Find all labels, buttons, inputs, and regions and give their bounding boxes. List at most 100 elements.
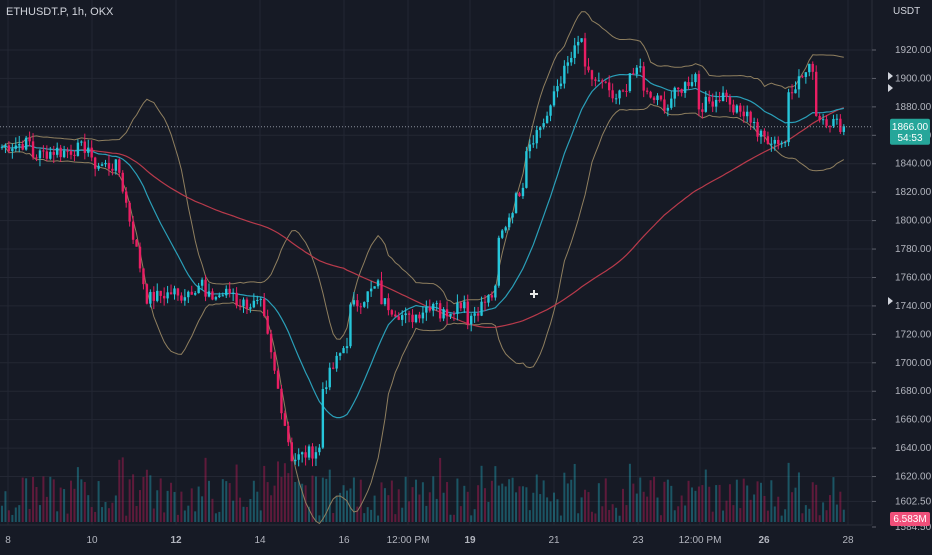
candle-body [818,115,821,121]
candle-body [228,288,231,294]
volume-bar [266,482,269,522]
volume-bar [28,508,31,522]
candle-body [221,295,224,297]
candle-body [318,447,321,453]
volume-bar [822,502,825,522]
candle-body [528,144,532,152]
volume-bar [666,479,669,522]
candle-body [770,143,773,145]
volume-bar [525,487,528,522]
volume-bar [232,500,235,522]
volume-bar [566,483,569,522]
volume-bar [601,506,604,522]
candle-body [811,63,814,72]
volume-bar [121,457,124,522]
volume-bar [628,463,631,522]
candle-body [552,91,556,106]
candle-body [611,90,614,99]
volume-bar [359,479,362,522]
volume-bar [473,509,476,522]
y-tick-label: 1780.00 [895,244,932,255]
candle-body [487,295,490,303]
x-tick-label: 16 [338,535,350,546]
candle-body [231,292,235,294]
candle-body [352,300,356,305]
candle-body [463,301,466,309]
x-tick-label: 21 [548,535,560,546]
candle-body [483,301,487,303]
volume-bar [314,476,317,522]
candle-body [204,279,207,297]
volume-bar [680,495,683,522]
volume-bar [639,477,642,522]
volume-bar [418,494,421,522]
volume-bar [691,487,693,522]
candle-body [759,130,763,137]
volume-bar [573,463,576,522]
volume-bar [7,510,10,522]
candle-body [797,76,801,90]
volume-bar [142,476,145,522]
candle-body [739,105,742,112]
volume-bar [553,492,555,522]
volume-bar [170,482,173,522]
volume-bar [494,466,497,522]
candle-body [714,99,718,107]
volume-bar [804,505,807,522]
currency-label: USDT [893,6,921,17]
volume-bar [415,479,417,522]
volume-bar [249,498,252,522]
volume-bar [76,467,79,522]
volume-bar [508,479,511,522]
volume-bar [801,513,804,522]
candle-body [780,142,783,145]
volume-bar [780,515,783,522]
volume-bar [646,496,649,522]
volume-bar [756,481,759,522]
candle-body [24,137,28,150]
volume-bar [332,513,335,522]
candle-body [169,292,173,295]
candle-body [394,314,397,317]
volume-bar [425,505,428,522]
volume-bar [187,505,190,522]
candle-body [732,104,735,113]
candle-body [128,202,131,222]
y-tick-label: 1900.00 [895,73,932,84]
candle-body [801,76,804,78]
candle-body [656,95,659,101]
candle-body [390,310,394,315]
volume-bar [794,487,797,522]
candle-body [59,147,62,158]
volume-bar [283,463,286,522]
volume-bar [245,506,248,522]
volume-bar [535,474,538,522]
volume-bar [408,501,411,522]
candle-body [397,316,400,320]
candle-body [7,145,11,152]
candle-body [445,309,449,317]
symbol-title: ETHUSDT.P, 1h, OKX [6,6,114,18]
candle-body [97,165,100,169]
volume-bar [659,515,662,522]
volume-bar [294,481,297,522]
candle-body [635,67,638,75]
candle-body [242,299,245,307]
candle-body [549,105,552,116]
candle-body [225,288,228,296]
candle-body [107,162,111,169]
candle-body [401,315,404,320]
candle-body [518,193,521,197]
volume-badge-bg [890,512,930,526]
price-badge-value: 1866.00 [892,122,929,133]
volume-bar [656,497,659,522]
y-tick-label: 1640.00 [895,443,932,454]
candle-body [804,72,808,77]
candle-body [162,295,166,299]
volume-bar [252,480,255,522]
volume-bar [708,486,711,522]
candle-body [297,454,300,460]
